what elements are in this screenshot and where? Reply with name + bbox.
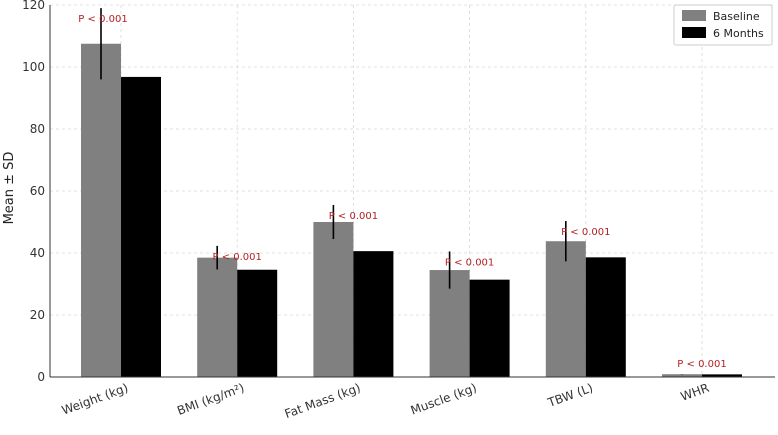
bar-6-months (585, 257, 626, 377)
legend-label: Baseline (713, 10, 760, 23)
bar-baseline (313, 222, 354, 377)
legend-swatch (682, 10, 706, 21)
legend-swatch (682, 27, 706, 38)
p-value-label: P < 0.001 (445, 257, 494, 268)
p-value-label: P < 0.001 (329, 211, 378, 222)
y-tick-label: 80 (30, 122, 45, 136)
y-tick-label: 120 (22, 0, 45, 12)
bars (81, 43, 742, 378)
legend-label: 6 Months (713, 27, 764, 40)
bar-6-months (237, 269, 278, 377)
y-tick-label: 20 (30, 308, 45, 322)
error-bars (100, 8, 683, 375)
p-value-label: P < 0.001 (78, 14, 127, 25)
y-tick-label: 0 (37, 370, 45, 384)
y-tick-label: 40 (30, 246, 45, 260)
bar-baseline (545, 241, 586, 377)
p-value-label: P < 0.001 (677, 359, 726, 370)
x-tick-label: Fat Mass (kg) (283, 381, 363, 421)
bar-6-months (121, 76, 161, 378)
p-value-label: P < 0.001 (212, 252, 261, 263)
x-tick-label: BMI (kg/m²) (175, 381, 246, 418)
y-tick-label: 100 (22, 60, 45, 74)
y-tick-label: 60 (30, 184, 45, 198)
legend: Baseline 6 Months (673, 4, 773, 46)
axes (49, 5, 775, 378)
bar-6-months (469, 279, 510, 377)
x-tick-label: TBW (L) (545, 381, 595, 411)
y-axis-label: Mean ± SD (2, 152, 17, 225)
x-tick-label: WHR (679, 381, 711, 404)
p-value-annotations: P < 0.001 P < 0.001 P < 0.001 P < 0.001 P < … (78, 14, 726, 370)
y-tick-labels: 0 20 40 60 80 100 120 (22, 0, 45, 384)
bar-6-months (353, 251, 394, 377)
bar-baseline (662, 374, 702, 377)
x-tick-labels: Weight (kg) BMI (kg/m²) Fat Mass (kg) Muscl… (60, 381, 711, 421)
x-tick-label: Muscle (kg) (409, 381, 479, 418)
bar-6-months (702, 374, 742, 377)
p-value-label: P < 0.001 (561, 227, 610, 238)
x-tick-label: Weight (kg) (60, 381, 130, 418)
bar-baseline (197, 257, 238, 377)
bar-baseline (81, 43, 121, 377)
